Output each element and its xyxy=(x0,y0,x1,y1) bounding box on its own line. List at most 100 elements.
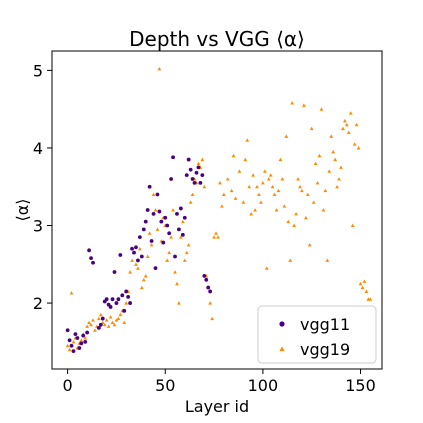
vgg19-point xyxy=(85,324,90,328)
vgg11-point xyxy=(153,266,158,271)
vgg19-point xyxy=(368,297,373,301)
vgg19-point xyxy=(339,165,343,169)
vgg11-point xyxy=(120,293,125,298)
vgg19-point xyxy=(79,338,84,342)
vgg19-point xyxy=(153,208,158,212)
vgg19-point xyxy=(255,184,259,189)
vgg19-point xyxy=(221,192,226,197)
vgg11-point xyxy=(104,297,109,302)
vgg19-point xyxy=(214,231,218,235)
vgg19-point xyxy=(182,258,187,262)
vgg11-point xyxy=(79,341,84,346)
vgg19-point xyxy=(286,219,291,224)
vgg11-point xyxy=(155,192,160,197)
vgg11-point xyxy=(173,254,177,259)
vgg11-point xyxy=(196,165,201,170)
vgg19-point xyxy=(212,235,216,239)
vgg19-point xyxy=(272,192,277,197)
vgg19-point xyxy=(268,173,273,177)
vgg19-point xyxy=(300,188,304,193)
vgg19-point xyxy=(303,215,308,220)
vgg19-point xyxy=(260,180,265,185)
vgg19-point xyxy=(136,266,140,270)
vgg11-point xyxy=(85,330,90,335)
vgg19-point xyxy=(315,180,320,185)
vgg19-point xyxy=(364,289,369,293)
legend-label-vgg19: vgg19 xyxy=(300,340,350,359)
x-tick-label: 50 xyxy=(155,376,175,395)
vgg19-point xyxy=(243,157,248,162)
vgg19-point xyxy=(311,200,316,204)
vgg11-point xyxy=(118,253,123,257)
vgg11-point xyxy=(175,211,179,216)
vgg11-point xyxy=(200,173,205,177)
vgg19-point xyxy=(229,188,234,193)
vgg19-point xyxy=(98,312,103,317)
vgg19-point xyxy=(346,130,351,134)
vgg19-point xyxy=(219,204,224,208)
vgg11-point xyxy=(159,219,164,224)
legend-box xyxy=(257,305,377,364)
vgg19-point xyxy=(110,320,115,324)
vgg11-point xyxy=(71,349,76,354)
vgg19-point xyxy=(358,281,363,286)
vgg19-point xyxy=(155,227,160,231)
vgg11-point xyxy=(83,339,88,344)
vgg19-point xyxy=(331,149,336,154)
vgg19-point xyxy=(96,316,101,321)
y-tick-label: 4 xyxy=(33,139,43,158)
vgg19-point xyxy=(350,223,355,228)
vgg11-point xyxy=(182,215,187,220)
vgg19-point xyxy=(241,200,246,204)
vgg11-point xyxy=(110,297,115,302)
vgg19-point xyxy=(323,188,328,193)
legend-marker-vgg19 xyxy=(279,346,285,352)
vgg19-point xyxy=(177,301,181,305)
plot-frame xyxy=(51,50,383,370)
chart-title: Depth vs VGG ⟨α⟩ xyxy=(129,27,305,51)
vgg19-point xyxy=(319,107,324,111)
vgg11-point xyxy=(65,328,70,333)
vgg11-point xyxy=(136,258,140,263)
vgg19-point xyxy=(301,103,306,107)
vgg11-point xyxy=(165,223,170,228)
vgg11-point xyxy=(157,209,162,214)
vgg19-point xyxy=(313,161,318,165)
vgg19-point xyxy=(231,153,236,158)
vgg19-point xyxy=(282,204,287,208)
vgg11-point xyxy=(208,289,213,294)
vgg19-point xyxy=(147,231,152,235)
vgg19-point xyxy=(360,285,365,290)
vgg19-point xyxy=(337,177,341,181)
vgg19-point xyxy=(196,161,201,165)
vgg19-point xyxy=(83,336,88,340)
vgg11-point xyxy=(206,285,211,290)
vgg11-point xyxy=(67,338,72,343)
vgg19-point xyxy=(167,250,172,255)
vgg19-point xyxy=(108,315,113,319)
vgg19-point xyxy=(171,208,175,212)
vgg19-point xyxy=(128,270,133,274)
vgg19-point xyxy=(327,169,332,173)
vgg19-point xyxy=(151,192,156,197)
vgg11-point xyxy=(114,301,119,305)
vgg19-point xyxy=(102,322,107,327)
vgg11-point xyxy=(69,343,74,348)
vgg19-point xyxy=(333,157,338,162)
vgg11-point xyxy=(186,157,191,162)
vgg19-point xyxy=(93,328,97,332)
vgg19-point xyxy=(67,347,72,352)
vgg19-point xyxy=(270,184,275,189)
vgg11-point xyxy=(141,227,146,232)
vgg19-point xyxy=(259,200,263,204)
vgg19-point xyxy=(325,258,330,262)
vgg19-point xyxy=(233,196,238,200)
vgg19-point xyxy=(266,177,271,181)
vgg19-point xyxy=(307,243,312,247)
vgg19-point xyxy=(356,146,361,150)
vgg19-point xyxy=(112,322,117,327)
vgg11-point xyxy=(147,184,152,189)
vgg19-point xyxy=(157,66,162,71)
vgg11-point xyxy=(87,248,92,253)
vgg19-point xyxy=(175,281,179,286)
